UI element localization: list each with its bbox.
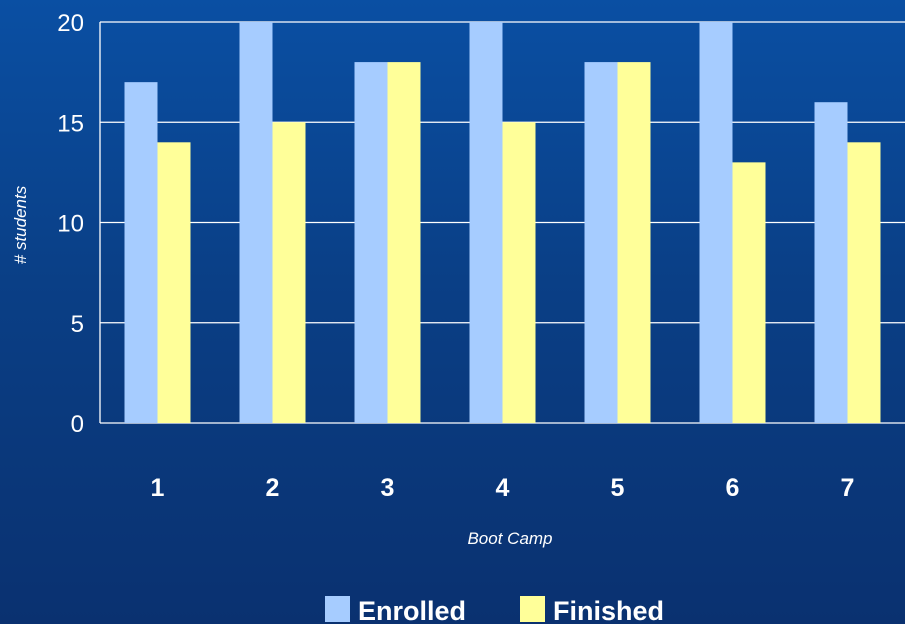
bar-finished-7 [847,142,881,424]
bars [124,22,881,424]
x-tick-label: 1 [151,474,165,502]
y-tick-label: 20 [57,10,84,37]
bar-enrolled-1 [124,82,158,424]
y-axis-ticks: 0 5 10 15 20 [57,10,84,438]
x-tick-label: 3 [381,474,395,502]
x-tick-label: 6 [726,474,740,502]
legend-swatch-finished [520,596,545,622]
y-tick-label: 5 [71,311,84,338]
bar-finished-1 [157,142,191,424]
bar-finished-6 [732,162,766,423]
x-axis-ticks: 1 2 3 4 5 6 7 [151,474,855,502]
bar-finished-4 [502,122,536,423]
x-tick-label: 4 [496,474,510,502]
bar-finished-5 [617,62,651,423]
bar-enrolled-3 [354,62,388,423]
bar-enrolled-6 [699,22,733,423]
bar-enrolled-4 [469,22,503,423]
y-tick-label: 0 [71,411,84,438]
x-axis-title: Boot Camp [467,529,552,548]
x-tick-label: 2 [266,474,280,502]
y-tick-label: 10 [57,211,84,238]
legend-swatch-enrolled [325,596,350,622]
bar-enrolled-5 [584,62,618,423]
x-tick-label: 7 [841,474,855,502]
legend-label-enrolled: Enrolled [358,596,466,624]
y-axis-title: # students [11,185,30,264]
bar-finished-2 [272,122,306,423]
bar-enrolled-2 [239,22,273,423]
legend-label-finished: Finished [553,596,664,624]
bar-finished-3 [387,62,421,423]
x-tick-label: 5 [611,474,625,502]
bar-enrolled-7 [814,102,848,423]
y-tick-label: 15 [57,110,84,137]
legend: Enrolled Finished [325,596,664,624]
